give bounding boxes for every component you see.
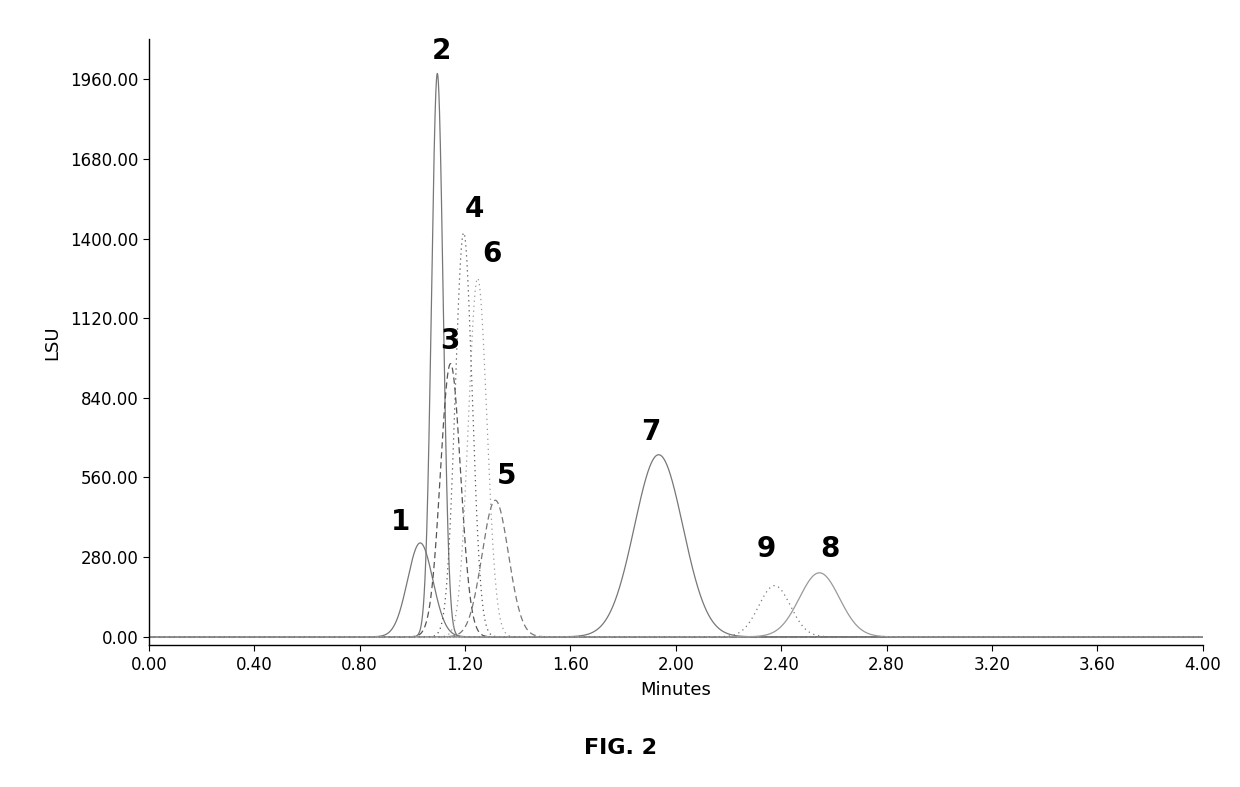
Text: 4: 4 [465, 195, 485, 223]
Text: 7: 7 [641, 418, 661, 445]
Text: 8: 8 [820, 535, 839, 563]
Text: 5: 5 [496, 462, 516, 490]
Text: 6: 6 [482, 240, 501, 268]
Text: 9: 9 [756, 535, 775, 563]
Text: 2: 2 [432, 37, 451, 65]
Y-axis label: LSU: LSU [43, 325, 62, 360]
Text: 3: 3 [440, 327, 459, 355]
Text: 1: 1 [392, 508, 410, 536]
Text: FIG. 2: FIG. 2 [584, 737, 656, 758]
X-axis label: Minutes: Minutes [640, 681, 712, 699]
